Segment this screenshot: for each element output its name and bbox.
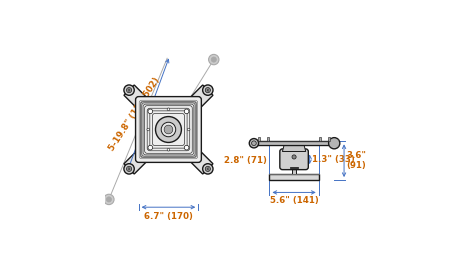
Circle shape — [148, 109, 152, 114]
Text: 5-19.8" (127-502): 5-19.8" (127-502) — [107, 76, 161, 152]
Polygon shape — [182, 85, 213, 116]
Circle shape — [167, 108, 170, 111]
Circle shape — [187, 128, 190, 131]
Bar — [254, 141, 334, 145]
Circle shape — [205, 88, 211, 93]
Circle shape — [124, 164, 134, 174]
Circle shape — [195, 99, 199, 103]
Bar — [258, 137, 260, 141]
Circle shape — [195, 156, 199, 160]
Circle shape — [329, 138, 340, 149]
Text: 6.7" (170): 6.7" (170) — [144, 212, 193, 221]
FancyBboxPatch shape — [136, 97, 201, 162]
Text: 5.6" (141): 5.6" (141) — [270, 196, 318, 205]
Text: 2.8" (71): 2.8" (71) — [224, 156, 267, 165]
Circle shape — [156, 117, 182, 142]
Circle shape — [106, 197, 112, 202]
Text: 3.6"
(91): 3.6" (91) — [346, 151, 366, 170]
Bar — [290, 167, 298, 168]
Polygon shape — [182, 143, 213, 174]
Circle shape — [205, 166, 211, 171]
Circle shape — [203, 164, 213, 174]
Circle shape — [138, 156, 142, 160]
Circle shape — [184, 109, 189, 114]
Circle shape — [161, 122, 176, 137]
Bar — [270, 174, 318, 180]
Circle shape — [124, 85, 134, 95]
Polygon shape — [282, 144, 306, 152]
Circle shape — [249, 139, 258, 148]
Circle shape — [184, 145, 189, 150]
Polygon shape — [124, 143, 155, 174]
Circle shape — [203, 85, 213, 95]
Circle shape — [211, 57, 216, 62]
Bar — [267, 137, 270, 141]
Bar — [318, 137, 321, 141]
Circle shape — [167, 148, 170, 151]
Circle shape — [209, 54, 219, 65]
Circle shape — [127, 166, 132, 171]
Circle shape — [251, 141, 256, 146]
Circle shape — [104, 194, 114, 205]
Text: 1.3" (33): 1.3" (33) — [312, 155, 355, 164]
Circle shape — [292, 155, 296, 159]
Circle shape — [127, 88, 132, 93]
Bar — [292, 167, 296, 174]
Circle shape — [138, 99, 142, 103]
Circle shape — [147, 128, 150, 131]
Circle shape — [164, 125, 173, 134]
FancyBboxPatch shape — [280, 149, 308, 170]
Bar — [328, 137, 330, 141]
Circle shape — [148, 145, 152, 150]
Polygon shape — [124, 85, 155, 116]
